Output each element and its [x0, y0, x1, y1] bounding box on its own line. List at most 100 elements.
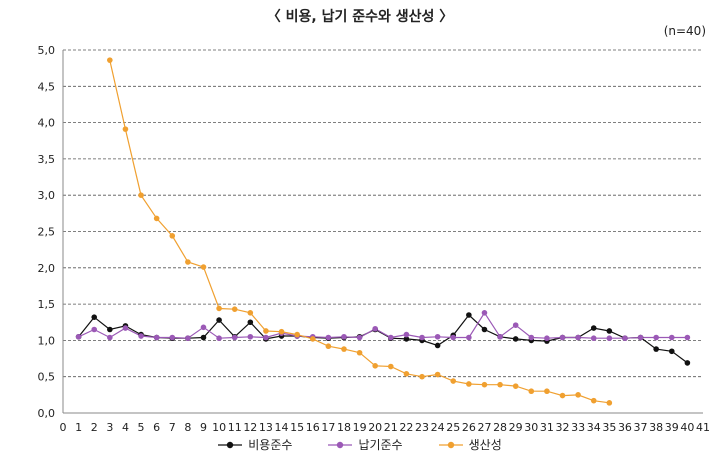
- data-point-productivity: [278, 328, 285, 335]
- data-point-productivity: [388, 363, 394, 370]
- data-point-delivery: [419, 334, 425, 341]
- legend-item-cost: 비용준수: [218, 436, 292, 453]
- x-tick-label: 8: [184, 421, 191, 434]
- data-point-delivery: [138, 333, 144, 339]
- data-point-delivery: [481, 310, 488, 316]
- x-tick-label: 15: [290, 421, 304, 434]
- x-tick-label: 17: [321, 421, 335, 434]
- data-point-delivery: [575, 334, 581, 341]
- data-point-delivery: [590, 335, 597, 342]
- x-tick-label: 13: [259, 421, 273, 434]
- data-point-cost: [590, 325, 597, 331]
- x-tick-label: 9: [200, 421, 207, 434]
- y-tick-label: 1,0: [38, 334, 56, 347]
- legend-swatch-productivity: [438, 441, 463, 448]
- x-tick-label: 6: [153, 421, 160, 434]
- axes: [62, 50, 703, 414]
- data-point-cost: [481, 326, 488, 333]
- data-point-productivity: [263, 328, 269, 334]
- data-point-delivery: [653, 334, 659, 341]
- x-tick-label: 23: [415, 421, 429, 434]
- x-tick-label: 39: [665, 421, 679, 434]
- legend-label-cost: 비용준수: [248, 438, 293, 452]
- data-point-cost: [216, 317, 222, 323]
- x-tick-label: 2: [91, 421, 98, 434]
- data-point-delivery: [356, 334, 363, 341]
- x-tick-label: 26: [462, 421, 476, 434]
- data-point-productivity: [169, 233, 176, 239]
- data-point-productivity: [403, 370, 410, 377]
- data-point-delivery: [434, 333, 441, 340]
- data-point-cost: [668, 348, 675, 355]
- x-tick-label: 3: [106, 421, 113, 434]
- data-point-delivery: [107, 334, 113, 341]
- x-tick-label: 18: [337, 421, 351, 434]
- data-point-productivity: [481, 381, 488, 388]
- y-tick-labels: 0,0 0,5 1,0 1,5 2,0 2,5 3,0 3,5 4,0 4,5 5,0: [38, 44, 56, 420]
- legend-swatch-cost: [218, 441, 243, 448]
- y-tick-label: 0,5: [38, 371, 56, 384]
- data-point-productivity: [341, 346, 347, 352]
- x-tick-label: 16: [306, 421, 320, 434]
- x-tick-label: 40: [680, 421, 694, 434]
- sample-size-note: (n=40): [663, 24, 706, 38]
- data-point-delivery: [544, 335, 550, 342]
- data-point-delivery: [684, 334, 691, 341]
- data-point-delivery: [637, 334, 644, 341]
- legend-swatch-delivery: [328, 441, 353, 448]
- x-tick-label: 37: [634, 421, 648, 434]
- x-tick-label: 0: [60, 421, 67, 434]
- grid-lines: [63, 49, 703, 378]
- data-point-delivery: [91, 326, 98, 333]
- x-tick-label: 30: [524, 421, 538, 434]
- data-point-delivery: [497, 333, 503, 340]
- x-tick-label: 38: [649, 421, 663, 434]
- data-point-productivity: [138, 192, 144, 198]
- data-point-cost: [434, 342, 441, 349]
- data-point-cost: [684, 360, 691, 366]
- data-point-productivity: [309, 336, 316, 342]
- x-tick-label: 33: [571, 421, 585, 434]
- x-tick-label: 35: [602, 421, 616, 434]
- x-tick-label: 31: [540, 421, 554, 434]
- y-tick-label: 4,0: [38, 117, 56, 130]
- y-tick-label: 2,0: [38, 262, 56, 275]
- data-point-cost: [466, 312, 472, 318]
- data-point-cost: [653, 346, 659, 352]
- data-point-productivity: [216, 305, 222, 312]
- data-point-productivity: [247, 310, 254, 316]
- y-tick-label: 1,5: [38, 298, 56, 311]
- data-point-delivery: [341, 333, 347, 340]
- y-tick-label: 0,0: [38, 407, 56, 420]
- data-point-delivery: [606, 335, 613, 342]
- data-point-cost: [91, 314, 98, 320]
- data-point-delivery: [153, 334, 160, 341]
- legend: 비용준수 납기준수 생산성: [0, 436, 720, 453]
- x-tick-label: 4: [122, 421, 129, 434]
- x-tick-label: 11: [228, 421, 242, 434]
- legend-label-delivery: 납기준수: [358, 438, 403, 452]
- data-point-delivery: [75, 333, 82, 340]
- data-point-delivery: [622, 335, 628, 342]
- x-tick-label: 14: [275, 421, 289, 434]
- x-tick-label: 25: [446, 421, 460, 434]
- x-tick-label: 1: [75, 421, 82, 434]
- data-point-productivity: [325, 343, 332, 350]
- x-tick-label: 34: [587, 421, 601, 434]
- data-point-delivery: [263, 334, 269, 341]
- data-point-delivery: [512, 322, 519, 328]
- data-point-productivity: [590, 397, 597, 404]
- data-point-productivity: [466, 381, 472, 387]
- x-tick-label: 22: [399, 421, 413, 434]
- x-tick-label: 10: [212, 421, 226, 434]
- data-point-productivity: [528, 388, 535, 395]
- data-point-delivery: [528, 334, 535, 341]
- x-tick-label: 28: [493, 421, 507, 434]
- x-tick-label: 21: [384, 421, 398, 434]
- data-point-delivery: [247, 333, 254, 340]
- legend-item-delivery: 납기준수: [328, 436, 403, 453]
- data-point-productivity: [606, 400, 613, 406]
- data-point-productivity: [497, 381, 503, 388]
- y-tick-label: 3,0: [38, 189, 56, 202]
